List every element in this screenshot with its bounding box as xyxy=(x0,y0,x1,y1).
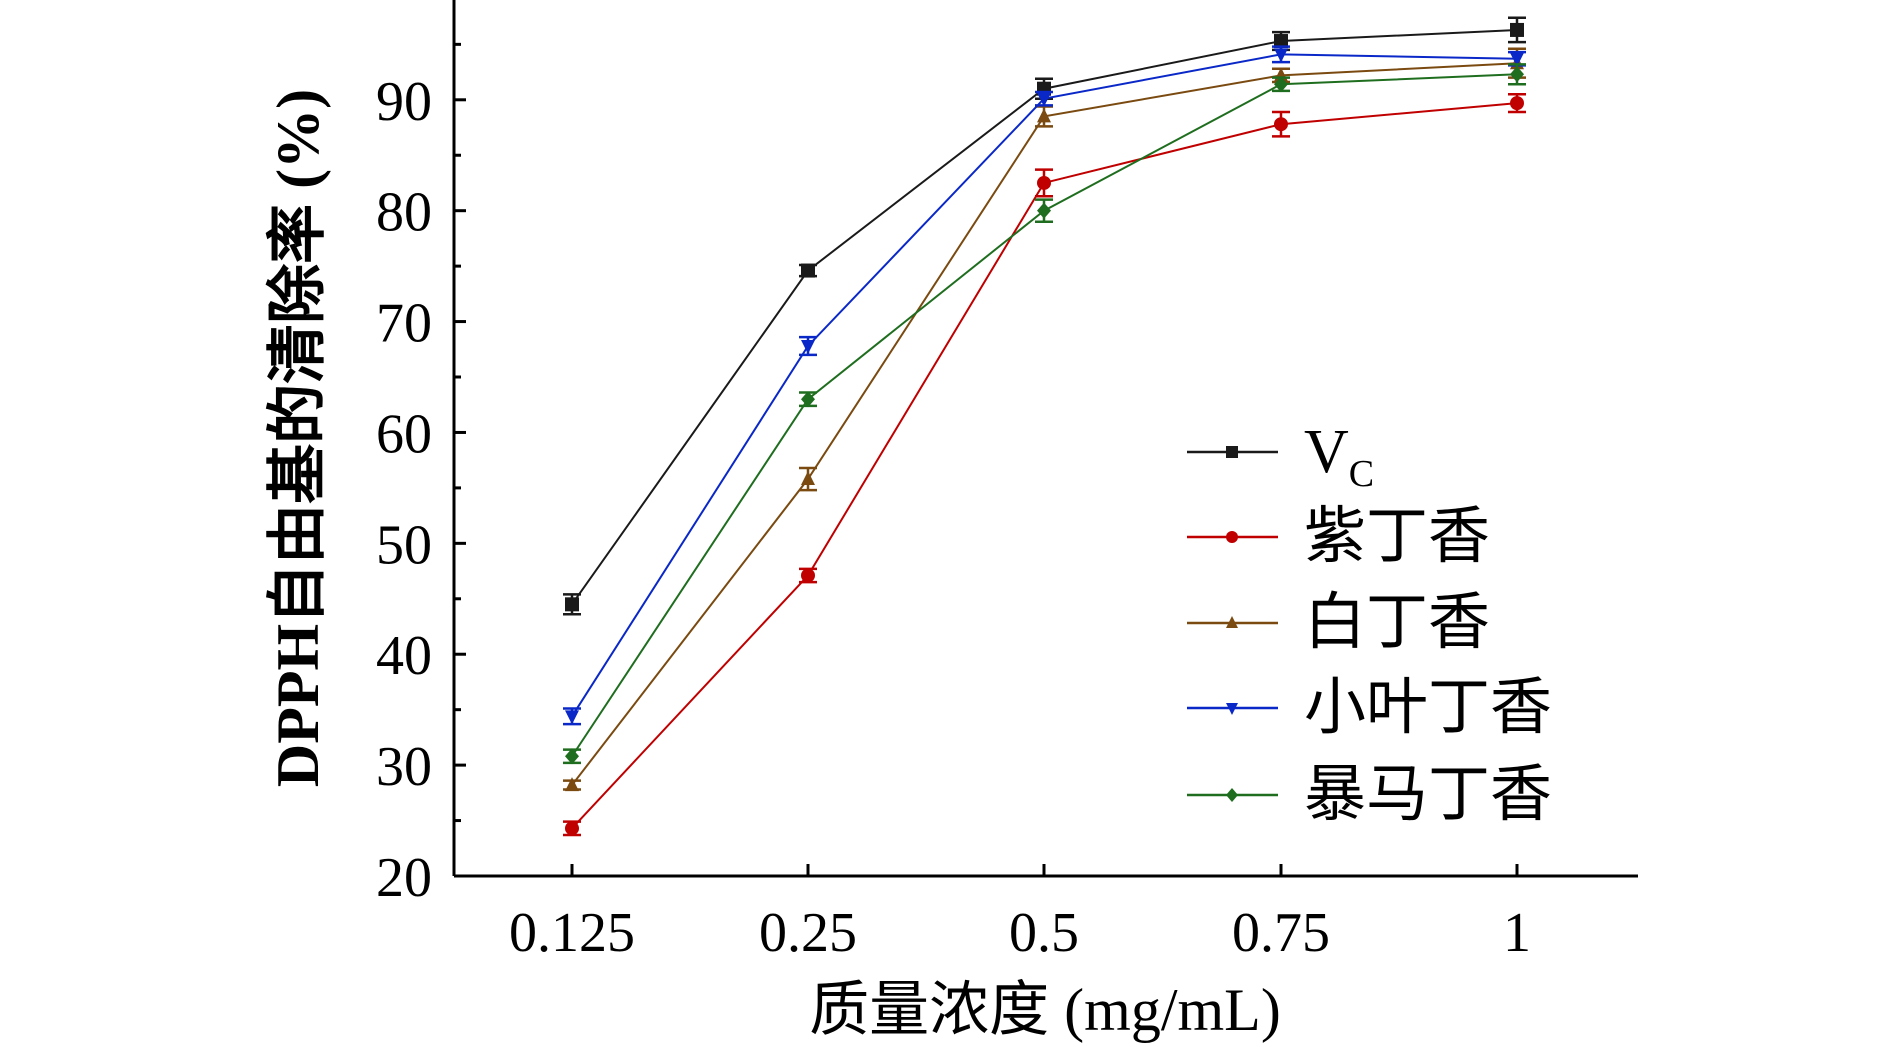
x-tick-label: 0.5 xyxy=(1009,902,1079,964)
marker-square xyxy=(1510,22,1524,37)
legend-label: 小叶丁香 xyxy=(1304,674,1552,742)
x-tick-label: 0.25 xyxy=(759,902,857,964)
marker-triangle-down xyxy=(1226,703,1238,715)
marker-triangle-down xyxy=(1274,48,1288,63)
marker-circle xyxy=(1037,175,1051,190)
marker-diamond xyxy=(565,748,579,765)
marker-circle xyxy=(1510,96,1524,111)
y-tick-label: 90 xyxy=(376,71,432,133)
marker-circle xyxy=(1274,117,1288,132)
marker-diamond xyxy=(1510,66,1524,83)
y-tick-label: 40 xyxy=(376,625,432,687)
marker-triangle-down xyxy=(801,339,815,354)
marker-square xyxy=(1226,446,1238,458)
marker-triangle-down xyxy=(1510,52,1524,67)
marker-triangle-up xyxy=(1226,616,1238,628)
legend-item: 紫丁香 xyxy=(1187,503,1490,571)
marker-diamond xyxy=(1037,202,1051,219)
marker-diamond xyxy=(1226,788,1238,802)
y-tick-label: 80 xyxy=(376,182,432,244)
marker-triangle-up xyxy=(801,471,815,486)
series-4 xyxy=(563,63,1526,765)
axes: 20 30 40 50 60 70 80 90 0.125 0.25 0.5 0.75 1 xyxy=(376,0,1638,964)
y-tick-label: 20 xyxy=(376,847,432,909)
marker-circle xyxy=(565,821,579,836)
legend-label: VC xyxy=(1304,418,1374,495)
legend-subscript: C xyxy=(1349,453,1374,495)
marker-square xyxy=(1274,34,1288,49)
y-tick-label: 60 xyxy=(376,403,432,465)
marker-diamond xyxy=(801,391,815,408)
marker-triangle-up xyxy=(1037,108,1051,123)
marker-circle xyxy=(801,568,815,583)
x-tick-label: 1 xyxy=(1503,902,1531,964)
series-group xyxy=(563,16,1526,837)
x-tick-label: 0.75 xyxy=(1232,902,1330,964)
legend-item: 白丁香 xyxy=(1187,589,1490,657)
legend-item: 小叶丁香 xyxy=(1187,674,1552,742)
marker-triangle-down xyxy=(565,710,579,725)
y-axis-title: DPPH自由基的清除率 (%) xyxy=(265,89,331,787)
x-tick-label: 0.125 xyxy=(509,902,635,964)
marker-diamond xyxy=(1274,76,1288,93)
marker-triangle-up xyxy=(565,777,579,792)
x-axis-title: 质量浓度 (mg/mL) xyxy=(809,977,1281,1043)
legend-label: 紫丁香 xyxy=(1304,503,1490,571)
y-tick-label: 30 xyxy=(376,736,432,798)
legend-item: VC xyxy=(1187,418,1374,495)
marker-triangle-down xyxy=(1037,92,1051,107)
legend-label: 白丁香 xyxy=(1304,589,1490,657)
marker-circle xyxy=(1226,531,1238,543)
legend-label: 暴马丁香 xyxy=(1304,761,1552,829)
marker-square xyxy=(801,263,815,278)
series-1 xyxy=(563,93,1526,837)
y-tick-label: 50 xyxy=(376,514,432,576)
legend-item: 暴马丁香 xyxy=(1187,761,1552,829)
y-tick-label: 70 xyxy=(376,293,432,355)
marker-square xyxy=(565,597,579,612)
